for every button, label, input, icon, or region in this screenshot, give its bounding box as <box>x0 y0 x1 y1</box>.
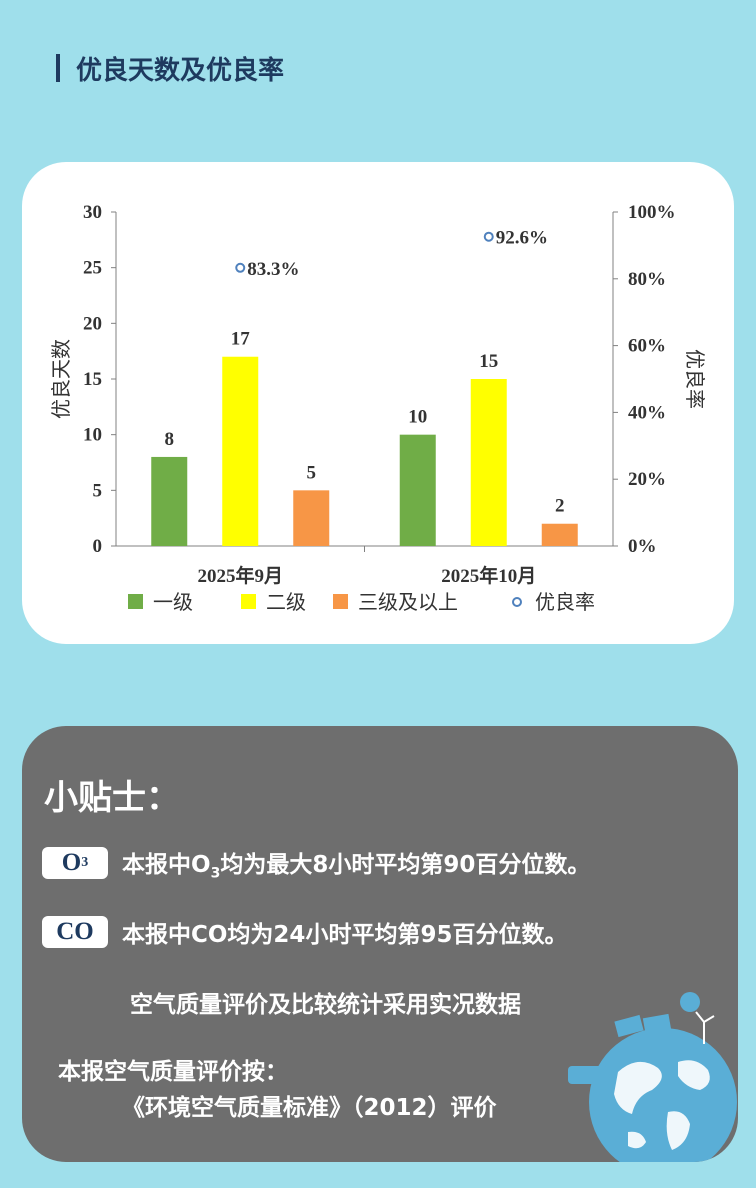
page-title: 优良天数及优良率 <box>76 55 285 86</box>
rate-point <box>483 231 494 242</box>
bar-value-label: 10 <box>408 407 427 428</box>
y2-tick-label: 60% <box>628 336 666 357</box>
legend-swatch <box>333 594 348 609</box>
tip-co-text: 本报中CO均为24小时平均第95百分位数。 <box>122 922 568 948</box>
y-tick-label: 30 <box>83 202 102 223</box>
legend-label: 优良率 <box>535 590 595 614</box>
tips-title: 小贴士： <box>44 778 180 818</box>
legend-label: 一级 <box>153 590 193 614</box>
y2-tick-label: 20% <box>628 469 666 490</box>
bar <box>541 523 578 546</box>
bar <box>293 490 330 546</box>
standard-name: 《环境空气质量标准》（2012）评价 <box>122 1095 497 1121</box>
rate-label: 92.6% <box>496 228 548 249</box>
bar <box>399 434 436 546</box>
y-tick-label: 25 <box>83 258 102 279</box>
legend-swatch <box>512 597 522 607</box>
bar-value-label: 5 <box>307 462 317 483</box>
x-category-label: 2025年10月 <box>441 564 536 587</box>
y2-tick-label: 40% <box>628 402 666 423</box>
data-source-note: 空气质量评价及比较统计采用实况数据 <box>130 992 521 1018</box>
chart-card: 0 5 10 15 20 25 30 0% 20% 40% 60% 80% 100% 优良天数 优良率 8 17… <box>22 162 734 644</box>
y2-tick-label: 100% <box>628 202 676 223</box>
title-bar-decoration <box>56 54 60 82</box>
bar-value-label: 8 <box>165 429 175 450</box>
bar-value-label: 2 <box>555 496 565 517</box>
y-tick-label: 5 <box>93 480 103 501</box>
legend-label: 二级 <box>266 590 306 614</box>
legend-swatch <box>128 594 143 609</box>
standard-note: 本报空气质量评价按： <box>58 1059 288 1085</box>
bar <box>222 356 259 546</box>
y-axis-title: 优良天数 <box>49 339 73 419</box>
legend-swatch <box>241 594 256 609</box>
y2-axis-title: 优良率 <box>683 349 707 409</box>
y2-tick-label: 0% <box>628 536 657 557</box>
bar <box>151 456 188 546</box>
co-badge: CO <box>42 916 108 948</box>
y-tick-label: 10 <box>83 425 102 446</box>
y-tick-label: 20 <box>83 313 102 334</box>
rate-label: 83.3% <box>247 259 299 280</box>
bar-value-label: 15 <box>479 351 498 372</box>
tip-co: CO 本报中CO均为24小时平均第95百分位数。 <box>42 915 567 949</box>
y2-tick-label: 80% <box>628 269 666 290</box>
bar-value-label: 17 <box>231 329 251 350</box>
legend-label: 三级及以上 <box>358 590 458 614</box>
section-title: 优良天数及优良率 <box>56 48 284 88</box>
tip-o3-text: 本报中O3均为最大8小时平均第90百分位数。 <box>122 852 591 882</box>
bar <box>470 379 507 546</box>
rate-point <box>235 262 246 273</box>
y-tick-label: 0 <box>93 536 103 557</box>
y-tick-label: 15 <box>83 369 102 390</box>
globe-illustration <box>568 992 737 1162</box>
x-category-label: 2025年9月 <box>197 564 283 587</box>
